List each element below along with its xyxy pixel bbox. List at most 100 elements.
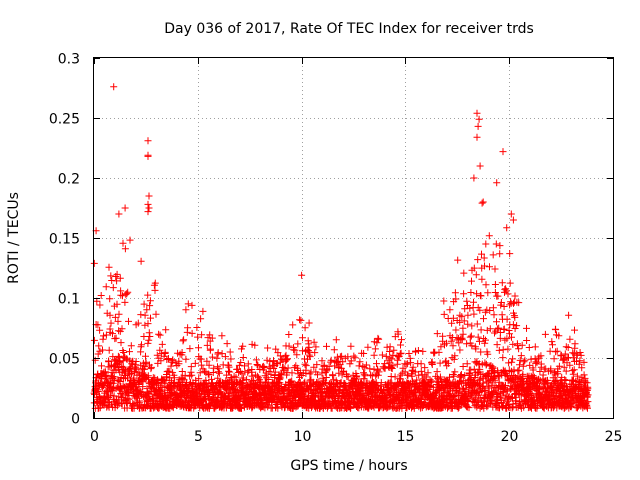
data-point bbox=[521, 356, 529, 364]
data-point bbox=[464, 311, 472, 319]
data-point bbox=[260, 364, 268, 372]
data-point bbox=[364, 343, 372, 351]
data-point bbox=[394, 356, 402, 364]
data-point bbox=[549, 341, 556, 349]
data-point bbox=[466, 333, 474, 341]
x-tick-label: 15 bbox=[397, 429, 415, 445]
data-point bbox=[167, 362, 175, 370]
data-point bbox=[299, 334, 306, 342]
data-point bbox=[509, 216, 517, 224]
data-point bbox=[213, 354, 221, 362]
data-point bbox=[476, 162, 484, 170]
data-point bbox=[127, 342, 135, 350]
data-point bbox=[506, 250, 514, 258]
data-point bbox=[493, 318, 500, 326]
data-point bbox=[178, 368, 186, 375]
data-point bbox=[187, 363, 195, 371]
data-point bbox=[203, 357, 211, 365]
data-point bbox=[110, 373, 118, 381]
data-point bbox=[181, 371, 189, 379]
data-point bbox=[475, 115, 483, 123]
data-point bbox=[467, 332, 475, 340]
data-point bbox=[473, 320, 481, 328]
data-point bbox=[179, 337, 187, 345]
data-point bbox=[281, 365, 289, 373]
data-point bbox=[284, 364, 292, 372]
data-point bbox=[105, 346, 113, 354]
data-point bbox=[137, 311, 145, 319]
data-point bbox=[141, 321, 149, 329]
data-point bbox=[564, 344, 572, 351]
data-point bbox=[144, 152, 152, 160]
data-point bbox=[151, 286, 159, 294]
data-point bbox=[446, 306, 454, 314]
data-point bbox=[467, 289, 475, 296]
data-point bbox=[113, 277, 121, 285]
data-point bbox=[178, 349, 186, 356]
data-point bbox=[451, 289, 459, 297]
data-point bbox=[338, 371, 346, 379]
data-point bbox=[507, 210, 515, 218]
y-tick-label: 0 bbox=[71, 412, 80, 428]
data-point bbox=[454, 256, 462, 264]
data-point bbox=[278, 369, 286, 377]
data-point bbox=[552, 326, 560, 334]
data-point bbox=[124, 288, 132, 296]
data-point bbox=[301, 360, 309, 368]
data-point bbox=[468, 277, 475, 285]
data-point bbox=[306, 370, 314, 378]
data-point bbox=[137, 257, 145, 265]
data-point bbox=[142, 359, 150, 367]
data-point bbox=[509, 355, 517, 363]
data-point bbox=[289, 321, 297, 329]
data-point bbox=[221, 353, 229, 361]
data-point bbox=[210, 364, 218, 372]
data-point bbox=[561, 350, 569, 358]
data-point bbox=[499, 346, 507, 354]
data-point bbox=[518, 341, 526, 349]
data-point bbox=[283, 355, 291, 363]
data-point bbox=[110, 83, 118, 91]
data-point bbox=[565, 311, 573, 319]
data-point bbox=[459, 324, 467, 332]
data-point bbox=[223, 340, 231, 348]
data-point bbox=[142, 352, 149, 360]
data-point bbox=[118, 400, 126, 408]
data-point bbox=[195, 375, 203, 383]
data-point bbox=[115, 310, 123, 318]
data-point bbox=[197, 361, 205, 369]
data-point bbox=[107, 391, 115, 399]
data-point bbox=[305, 343, 313, 351]
data-point bbox=[525, 344, 533, 351]
data-point bbox=[298, 271, 306, 279]
data-point bbox=[405, 350, 413, 357]
data-point bbox=[208, 334, 216, 342]
data-point bbox=[147, 314, 154, 322]
data-point bbox=[94, 388, 102, 395]
data-point bbox=[161, 348, 169, 356]
data-point bbox=[109, 284, 117, 292]
data-point bbox=[294, 340, 302, 348]
data-point bbox=[351, 354, 359, 362]
data-point bbox=[175, 360, 183, 368]
data-point bbox=[143, 306, 151, 314]
data-point bbox=[205, 361, 213, 369]
data-point bbox=[311, 349, 319, 357]
data-point bbox=[523, 337, 531, 344]
x-tick-label: 0 bbox=[90, 429, 99, 445]
data-point bbox=[144, 208, 152, 216]
data-point bbox=[332, 336, 340, 344]
data-point bbox=[224, 379, 232, 387]
data-point bbox=[105, 358, 113, 366]
data-point bbox=[433, 368, 441, 376]
x-axis-label: GPS time / hours bbox=[290, 458, 407, 474]
data-point bbox=[516, 361, 523, 369]
data-point bbox=[97, 292, 105, 299]
data-point bbox=[142, 402, 150, 409]
data-point bbox=[114, 398, 122, 406]
data-point bbox=[304, 347, 312, 355]
data-point bbox=[116, 378, 124, 385]
data-point bbox=[460, 269, 468, 277]
data-point bbox=[477, 326, 485, 334]
